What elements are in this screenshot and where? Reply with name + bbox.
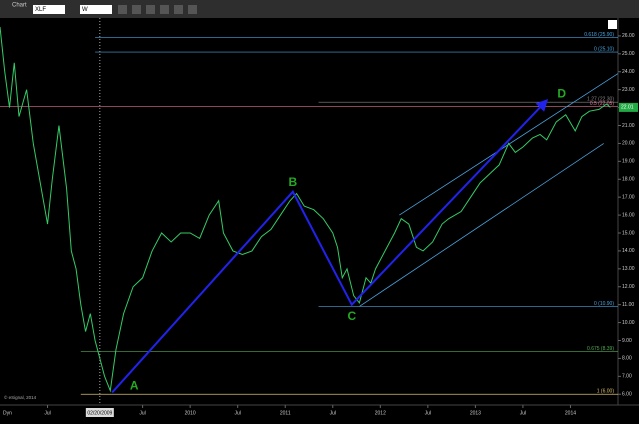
y-tick-label: 9.00: [622, 338, 632, 344]
y-tick-label: 19.00: [622, 159, 635, 165]
x-tick-label: Jul: [520, 410, 526, 416]
x-tick-label: Jul: [330, 410, 336, 416]
tool-icon[interactable]: [118, 5, 127, 14]
x-tick-label: Jul: [44, 410, 50, 416]
y-tick-label: 23.00: [622, 87, 635, 93]
cursor-label: 02/20/2009: [87, 410, 112, 416]
last-price-box: [619, 102, 638, 112]
pattern-label: A: [130, 379, 139, 393]
last-price-label: 22.01: [621, 105, 634, 111]
y-tick-label: 24.00: [622, 69, 635, 75]
fib-level-label: 0.675 (8.39): [587, 346, 614, 352]
toolbar: [0, 0, 639, 18]
price-line: [0, 26, 611, 393]
x-tick-label: 2014: [565, 410, 576, 416]
pattern-label: D: [557, 87, 566, 101]
y-tick-label: 11.00: [622, 302, 634, 308]
x-tick-label: 2010: [185, 410, 196, 416]
y-tick-label: 16.00: [622, 212, 635, 218]
y-tick-label: 7.00: [622, 374, 632, 380]
y-tick-label: 26.00: [622, 33, 635, 39]
y-tick-label: 21.00: [622, 123, 635, 129]
tool-icon[interactable]: [174, 5, 183, 14]
trendline: [359, 143, 604, 307]
window-title: Chart: [12, 3, 27, 9]
fib-level-label: 0 (25.10): [594, 46, 614, 52]
y-tick-label: 20.00: [622, 141, 635, 147]
cursor-label-box: [85, 408, 114, 417]
pattern-label: B: [289, 175, 298, 189]
y-tick-label: 15.00: [622, 230, 635, 236]
pattern-label: C: [347, 309, 356, 323]
fib-level-label: 1.27 (22.30): [587, 97, 614, 103]
x-tick-label: 2013: [470, 410, 481, 416]
y-tick-label: 6.00: [622, 392, 632, 398]
symbol: XLF: [35, 7, 46, 13]
fib-level-label: 0.618 (25.90): [584, 32, 614, 38]
tool-icon[interactable]: [160, 5, 169, 14]
interval: W: [82, 7, 88, 13]
y-tick-label: 8.00: [622, 356, 632, 362]
symbol-input[interactable]: [33, 5, 65, 14]
y-tick-label: 18.00: [622, 177, 635, 183]
x-tick-label: Jul: [425, 410, 431, 416]
x-tick-label: Jul: [139, 410, 145, 416]
y-tick-label: 12.00: [622, 284, 635, 290]
close-button[interactable]: [608, 20, 617, 29]
fib-level-label: 0 (10.90): [594, 301, 614, 307]
interval-input[interactable]: [80, 5, 112, 14]
tool-icon[interactable]: [188, 5, 197, 14]
toolbar-icons: [118, 5, 617, 29]
x-tick-label: 2011: [280, 410, 291, 416]
fib-level-label: 0.5 (22.05): [590, 101, 615, 107]
y-tick-label: 17.00: [622, 194, 635, 200]
watermark: © eSignal, 2014: [4, 394, 37, 400]
tool-icon[interactable]: [146, 5, 155, 14]
y-tick-label: 13.00: [622, 266, 635, 272]
x-tick-label: Jul: [234, 410, 240, 416]
fib-level-label: 1 (6.00): [597, 389, 615, 395]
y-tick-label: 25.00: [622, 51, 635, 57]
tool-icon[interactable]: [132, 5, 141, 14]
y-tick-label: 14.00: [622, 248, 635, 254]
x-tick-label: 2012: [375, 410, 386, 416]
y-tick-label: 10.00: [622, 320, 635, 326]
pattern-line: [111, 98, 549, 394]
corner-label: Dyn: [3, 410, 12, 416]
